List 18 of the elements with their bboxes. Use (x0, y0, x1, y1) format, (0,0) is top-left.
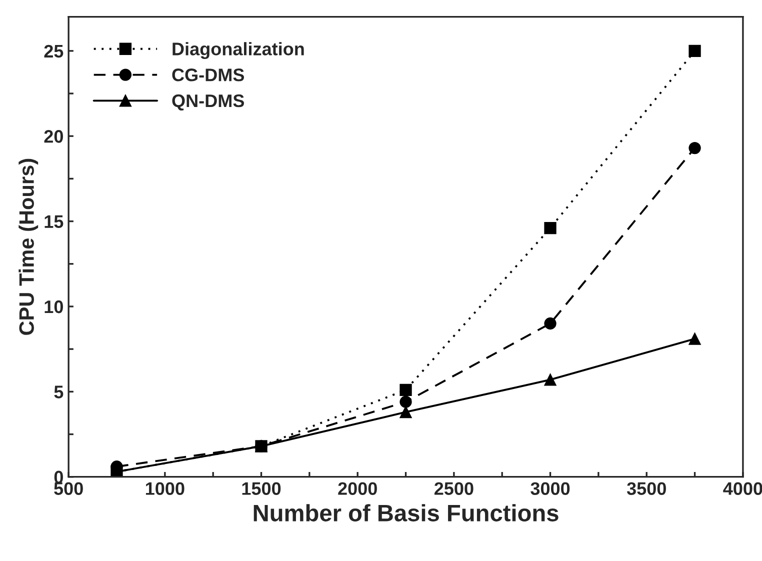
x-tick-label: 1000 (146, 482, 184, 495)
x-tick-label: 2500 (434, 482, 474, 495)
y-tick-label: 15 (44, 215, 64, 228)
legend-label: CG-DMS (172, 68, 244, 82)
x-tick-label: 1500 (242, 482, 281, 495)
y-tick-label: 10 (44, 300, 63, 314)
legend-label: QN-DMS (172, 94, 244, 111)
y-tick-label: 20 (44, 130, 63, 143)
x-tick-label: 4000 (723, 482, 762, 495)
y-tick-label: 25 (44, 44, 64, 58)
y-axis-title: CPU Time (Hours) (18, 158, 38, 335)
y-tick-label: 5 (54, 386, 64, 398)
x-tick-label: 2000 (338, 482, 377, 495)
x-tick-label: 500 (54, 482, 83, 495)
x-axis-title: Number of Basis Functions (254, 504, 558, 522)
x-tick-label: 3000 (530, 482, 570, 495)
x-tick-label: 3500 (626, 482, 666, 495)
legend-label: Diagonalization (172, 42, 304, 60)
